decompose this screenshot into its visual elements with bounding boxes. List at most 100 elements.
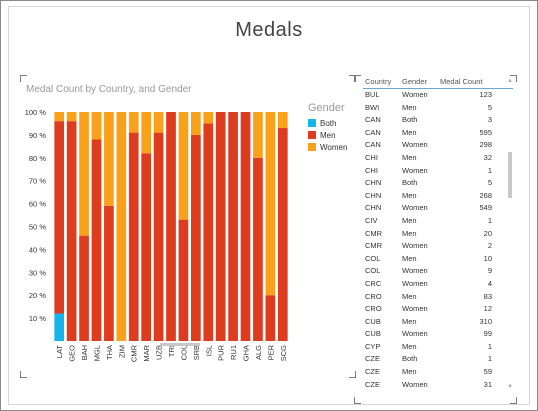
cell-gender: Men: [402, 215, 417, 225]
bar-segment-men-uzb[interactable]: [153, 132, 164, 341]
bar-segment-men-alg[interactable]: [253, 157, 263, 341]
table-row[interactable]: BWI Men 5: [363, 102, 513, 115]
y-tick-label: 30 %: [29, 268, 46, 277]
bar-segment-women-alg[interactable]: [253, 112, 263, 158]
table-row[interactable]: CHI Men 32: [363, 152, 513, 165]
table-row[interactable]: COL Men 10: [363, 253, 513, 266]
bar-segment-men-scg[interactable]: [277, 128, 288, 341]
table-row[interactable]: CIV Men 1: [363, 215, 513, 228]
table-row[interactable]: CUB Men 310: [363, 316, 513, 329]
bar-segment-women-tha[interactable]: [104, 112, 114, 206]
table-row[interactable]: BUL Women 123: [363, 89, 513, 102]
legend-item-both[interactable]: Both: [308, 117, 347, 129]
bar-segment-women-isl[interactable]: [203, 112, 214, 124]
bar-segment-both-lat[interactable]: [54, 313, 65, 341]
table-corner-bottom-left[interactable]: [354, 397, 361, 404]
header-gender[interactable]: Gender: [402, 77, 428, 86]
bar-segment-women-bah[interactable]: [79, 112, 89, 236]
bar-segment-women-per[interactable]: [265, 112, 276, 296]
cell-gender: Women: [402, 165, 428, 175]
bar-segment-men-ru1[interactable]: [228, 112, 238, 341]
cell-gender: Women: [402, 278, 428, 288]
table-row[interactable]: CZE Both 1: [363, 353, 513, 366]
bar-segment-women-mgl[interactable]: [91, 112, 102, 140]
cell-medal-count: 1: [487, 215, 492, 225]
bar-segment-men-pur[interactable]: [215, 112, 226, 341]
y-tick-label: 70 %: [29, 177, 46, 186]
chart-horizontal-scrollbar[interactable]: [160, 343, 200, 346]
table-vertical-scrollbar[interactable]: [508, 152, 512, 198]
cell-gender: Women: [402, 329, 428, 339]
table-row[interactable]: CZE Women 31: [363, 379, 513, 391]
medal-table[interactable]: Country Gender Medal Count BUL Women 123 BW…: [363, 76, 513, 391]
bar-segment-women-geo[interactable]: [66, 112, 77, 122]
bar-segment-men-tha[interactable]: [104, 205, 114, 341]
bar-segment-women-scg[interactable]: [277, 112, 288, 129]
table-row[interactable]: CHI Women 1: [363, 165, 513, 178]
x-tick-label: GHA: [242, 345, 251, 361]
table-row[interactable]: CAN Women 298: [363, 139, 513, 152]
cell-gender: Men: [402, 341, 417, 351]
table-row[interactable]: CAN Men 595: [363, 127, 513, 140]
cell-medal-count: 59: [483, 367, 492, 377]
header-medal-count[interactable]: Medal Count: [440, 77, 483, 86]
table-row[interactable]: CZE Men 59: [363, 366, 513, 379]
bar-segment-women-lat[interactable]: [54, 112, 65, 122]
chart-corner-top-left[interactable]: [20, 75, 27, 82]
cell-gender: Men: [402, 127, 417, 137]
bar-segment-men-per[interactable]: [265, 295, 276, 341]
scroll-up-arrow[interactable]: ▲: [507, 78, 513, 84]
chart-corner-bottom-right[interactable]: [349, 371, 356, 378]
bar-segment-women-srb[interactable]: [191, 112, 201, 135]
bar-segment-men-mar[interactable]: [141, 153, 151, 341]
table-row[interactable]: CRO Women 12: [363, 303, 513, 316]
table-corner-top-right[interactable]: [510, 75, 517, 82]
bar-segment-men-bah[interactable]: [79, 235, 89, 341]
table-row[interactable]: COL Women 9: [363, 265, 513, 278]
bar-segment-women-col[interactable]: [178, 112, 189, 220]
legend-label-men: Men: [320, 130, 336, 140]
table-row[interactable]: CHN Women 549: [363, 202, 513, 215]
table-row[interactable]: CRO Men 83: [363, 291, 513, 304]
bar-segment-men-srb[interactable]: [191, 134, 201, 341]
legend-item-women[interactable]: Women: [308, 141, 347, 153]
table-row[interactable]: CHN Men 268: [363, 190, 513, 203]
table-header: Country Gender Medal Count: [363, 76, 513, 89]
table-row[interactable]: CMR Men 20: [363, 228, 513, 241]
x-tick-label: UZB: [155, 345, 164, 360]
bar-segment-women-mar[interactable]: [141, 112, 151, 154]
x-tick-label: MAR: [142, 344, 151, 361]
table-corner-bottom-right[interactable]: [510, 397, 517, 404]
table-row[interactable]: CRC Women 4: [363, 278, 513, 291]
bar-segment-men-lat[interactable]: [54, 121, 65, 314]
bar-segment-men-col[interactable]: [178, 219, 189, 341]
table-row[interactable]: CAN Both 3: [363, 114, 513, 127]
cell-gender: Women: [402, 203, 428, 213]
bar-segment-men-gha[interactable]: [240, 112, 251, 341]
scroll-down-arrow[interactable]: ▼: [507, 384, 513, 390]
y-tick-label: 90 %: [29, 131, 46, 140]
bar-segment-men-geo[interactable]: [66, 121, 77, 341]
table-row[interactable]: CYP Men 1: [363, 341, 513, 354]
bar-segment-men-tri[interactable]: [166, 112, 176, 341]
bar-segment-women-zim[interactable]: [116, 112, 127, 341]
bar-segment-men-cmr[interactable]: [128, 132, 139, 341]
table-corner-top-left[interactable]: [354, 75, 361, 82]
table-row[interactable]: CMR Women 2: [363, 240, 513, 253]
legend-item-men[interactable]: Men: [308, 129, 347, 141]
bar-segment-men-isl[interactable]: [203, 123, 214, 341]
table-row[interactable]: CHN Both 5: [363, 177, 513, 190]
header-country[interactable]: Country: [365, 77, 392, 86]
bar-segment-men-mgl[interactable]: [91, 139, 102, 341]
bar-segment-women-uzb[interactable]: [153, 112, 164, 133]
cell-medal-count: 3: [487, 115, 492, 125]
cell-country: CHI: [365, 152, 378, 162]
table-row[interactable]: CUB Women 99: [363, 328, 513, 341]
chart-corner-bottom-left[interactable]: [20, 371, 27, 378]
cell-gender: Both: [402, 115, 418, 125]
chart-corner-top-right[interactable]: [349, 75, 356, 82]
bar-segment-women-cmr[interactable]: [128, 112, 139, 133]
cell-country: CYP: [365, 341, 381, 351]
cell-medal-count: 5: [487, 178, 492, 188]
